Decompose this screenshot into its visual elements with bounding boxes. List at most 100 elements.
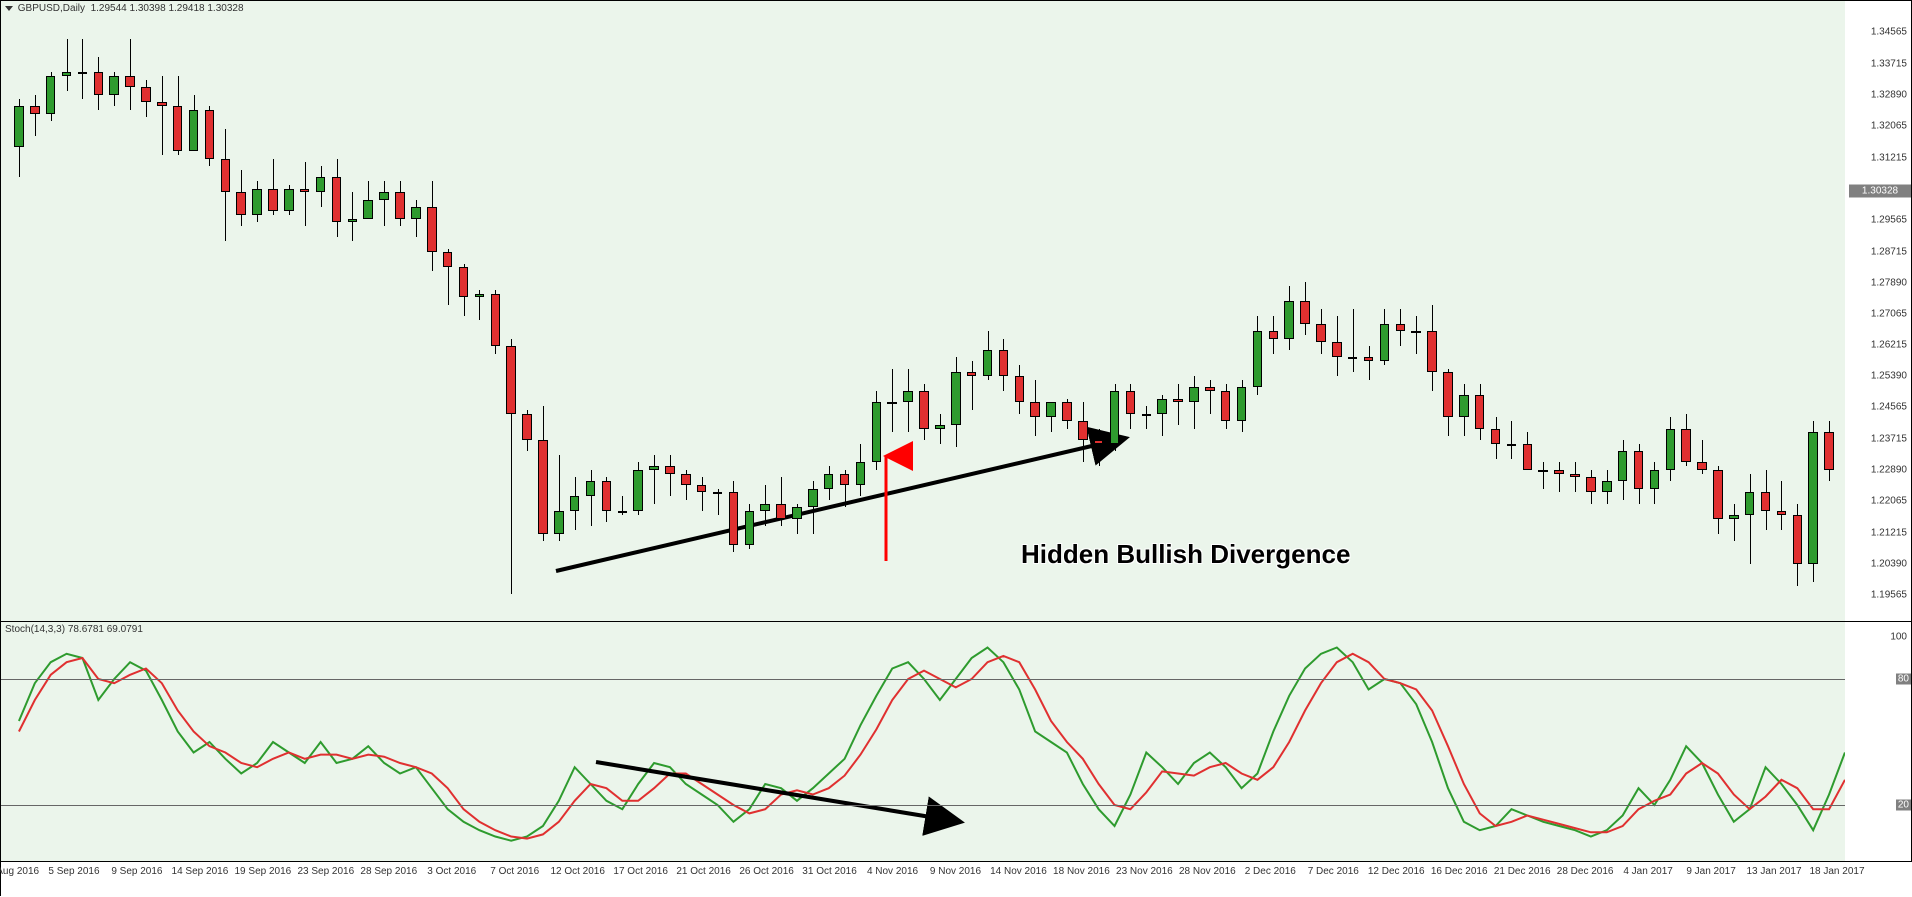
candle-body (236, 192, 246, 215)
current-price-marker: 1.30328 (1849, 185, 1911, 198)
candle-body (125, 76, 135, 87)
candle-body (1808, 432, 1818, 563)
dropdown-icon[interactable] (5, 6, 13, 11)
candle-body (1538, 470, 1548, 472)
indicator-tick: 100 (1890, 632, 1907, 643)
candle-wick (1353, 309, 1354, 373)
candle-body (681, 474, 691, 485)
time-tick: 21 Oct 2016 (676, 866, 730, 877)
candle-body (300, 189, 310, 193)
candle-body (1459, 395, 1469, 418)
candle-body (157, 102, 167, 106)
indicator-level (1, 679, 1846, 680)
candle-wick (1511, 421, 1512, 459)
candle-wick (1146, 406, 1147, 429)
indicator-title: Stoch(14,3,3) 78.6781 69.0791 (5, 624, 143, 635)
candle-body (1824, 432, 1834, 470)
candle-body (1618, 451, 1628, 481)
candle-body (1380, 324, 1390, 362)
time-tick: 9 Jan 2017 (1686, 866, 1736, 877)
candle-body (1348, 357, 1358, 359)
candle-body (1681, 429, 1691, 463)
time-tick: 21 Dec 2016 (1494, 866, 1551, 877)
indicator-axis: 1008020 (1845, 621, 1911, 861)
candle-body (1269, 331, 1279, 339)
time-tick: 17 Oct 2016 (613, 866, 667, 877)
candle-body (443, 252, 453, 267)
candle-body (46, 76, 56, 114)
candle-body (1634, 451, 1644, 489)
candle-body (554, 511, 564, 534)
candle-wick (781, 477, 782, 526)
candle-body (1570, 474, 1580, 478)
price-tick: 1.24565 (1871, 402, 1907, 413)
candle-wick (972, 361, 973, 410)
candle-body (1046, 402, 1056, 417)
annotation-text: Hidden Bullish Divergence (1021, 539, 1350, 570)
indicator-level (1, 805, 1846, 806)
candle-body (1427, 331, 1437, 372)
candle-body (697, 485, 707, 493)
candle-body (522, 414, 532, 440)
candle-body (967, 372, 977, 376)
candle-body (1094, 440, 1104, 444)
candle-body (1253, 331, 1263, 387)
price-tick: 1.23715 (1871, 434, 1907, 445)
price-tick: 1.29565 (1871, 214, 1907, 225)
candle-body (633, 470, 643, 511)
price-axis: 1.345651.337151.328901.320651.312151.303… (1845, 1, 1911, 621)
candle-wick (1559, 462, 1560, 492)
candle-body (1697, 462, 1707, 470)
candle-body (935, 425, 945, 429)
candle-body (919, 391, 929, 429)
price-tick: 1.28715 (1871, 246, 1907, 257)
candle-body (252, 189, 262, 215)
candle-body (1030, 402, 1040, 417)
candle-body (665, 466, 675, 474)
candle-wick (702, 477, 703, 511)
candle-body (1761, 492, 1771, 511)
candle-body (395, 192, 405, 218)
candle-wick (1543, 462, 1544, 488)
candle-wick (35, 95, 36, 136)
candle-wick (305, 162, 306, 226)
candle-body (14, 106, 24, 147)
time-tick: 28 Sep 2016 (360, 866, 417, 877)
candle-wick (1734, 504, 1735, 542)
stochastic-panel[interactable]: Stoch(14,3,3) 78.6781 69.0791 (1, 621, 1847, 861)
candle-body (1507, 444, 1517, 446)
candle-wick (1575, 462, 1576, 492)
candle-wick (1099, 429, 1100, 467)
time-tick: 3 Oct 2016 (427, 866, 476, 877)
time-tick: 18 Jan 2017 (1809, 866, 1864, 877)
candle-body (1650, 470, 1660, 489)
time-tick: 18 Nov 2016 (1053, 866, 1110, 877)
symbol-label: GBPUSD,Daily (18, 3, 85, 14)
candle-wick (352, 192, 353, 241)
candle-body (94, 72, 104, 95)
candle-body (1523, 444, 1533, 470)
time-tick: 7 Dec 2016 (1308, 866, 1359, 877)
price-tick: 1.31215 (1871, 152, 1907, 163)
candle-body (1666, 429, 1676, 470)
candle-wick (130, 39, 131, 110)
candle-body (1475, 395, 1485, 429)
time-tick: 14 Nov 2016 (990, 866, 1047, 877)
candle-wick (162, 76, 163, 155)
time-tick: 12 Dec 2016 (1368, 866, 1425, 877)
candle-body (1189, 387, 1199, 402)
indicator-tick: 80 (1896, 674, 1911, 685)
candle-body (776, 504, 786, 519)
candle-body (570, 496, 580, 511)
price-tick: 1.25390 (1871, 371, 1907, 382)
candle-body (999, 350, 1009, 376)
candle-body (268, 189, 278, 212)
candle-body (1396, 324, 1406, 332)
price-tick: 1.34565 (1871, 27, 1907, 38)
candle-body (1745, 492, 1755, 515)
candle-body (951, 372, 961, 425)
candle-body (745, 511, 755, 545)
price-tick: 1.20390 (1871, 558, 1907, 569)
candle-wick (82, 39, 83, 99)
price-chart[interactable]: GBPUSD,Daily 1.29544 1.30398 1.29418 1.3… (1, 1, 1847, 621)
